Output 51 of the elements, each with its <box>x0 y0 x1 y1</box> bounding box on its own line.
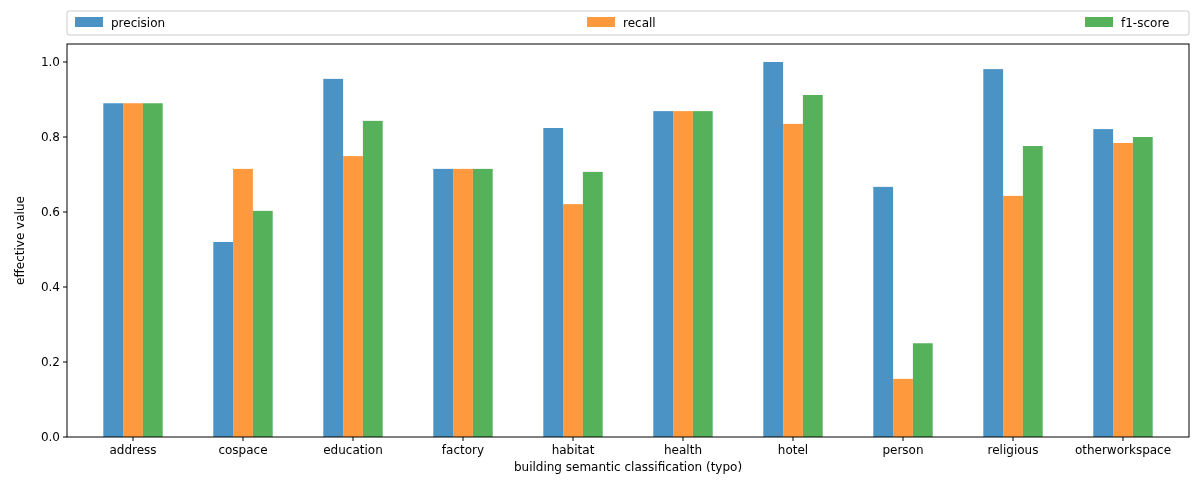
bar <box>213 242 234 437</box>
y-tick-label: 0.2 <box>40 355 60 370</box>
bar <box>763 62 784 437</box>
legend-label: f1-score <box>1121 16 1170 31</box>
y-tick-label: 0.6 <box>40 205 60 220</box>
bar <box>1132 137 1153 437</box>
x-tick-label: otherworkspace <box>1074 443 1172 457</box>
bar <box>653 111 674 437</box>
bar <box>582 171 603 437</box>
bar <box>453 168 473 437</box>
bar <box>362 120 383 437</box>
bar <box>783 123 803 437</box>
bar <box>673 111 693 437</box>
bar <box>802 95 823 437</box>
bar <box>873 186 894 437</box>
x-tick-label: hotel <box>777 443 809 457</box>
bar <box>1113 143 1133 437</box>
bar <box>543 128 564 437</box>
bar <box>1022 146 1043 437</box>
x-axis-title: building semantic classification (typo) <box>513 460 743 474</box>
x-tick-label: education <box>323 443 383 457</box>
bar <box>912 343 933 437</box>
bar <box>893 378 913 437</box>
y-tick-label: 0.0 <box>40 430 60 445</box>
y-axis-title: effective value <box>13 196 27 285</box>
bar <box>123 103 143 437</box>
x-tick-label: health <box>664 443 702 457</box>
x-tick-label: address <box>109 443 157 457</box>
bar <box>983 69 1004 437</box>
bar <box>142 103 163 437</box>
bar <box>103 103 124 437</box>
x-tick-label: factory <box>441 443 485 457</box>
legend-label: precision <box>111 16 166 31</box>
bar <box>433 168 454 437</box>
bar <box>692 111 713 437</box>
bar <box>1093 129 1114 437</box>
bar <box>233 168 253 437</box>
x-tick-label: religious <box>987 443 1039 457</box>
bar <box>1003 195 1023 437</box>
x-tick-label: cospace <box>218 443 268 457</box>
bar <box>343 156 363 437</box>
y-tick-label: 0.8 <box>40 130 60 145</box>
x-tick-label: person <box>882 443 924 457</box>
bar <box>472 168 493 437</box>
bar <box>252 210 273 437</box>
bar <box>563 204 583 437</box>
y-tick-label: 0.4 <box>40 280 60 295</box>
bar <box>323 78 344 437</box>
y-tick-label: 1.0 <box>40 55 60 70</box>
x-tick-label: habitat <box>551 443 595 457</box>
legend-label: recall <box>623 16 656 31</box>
